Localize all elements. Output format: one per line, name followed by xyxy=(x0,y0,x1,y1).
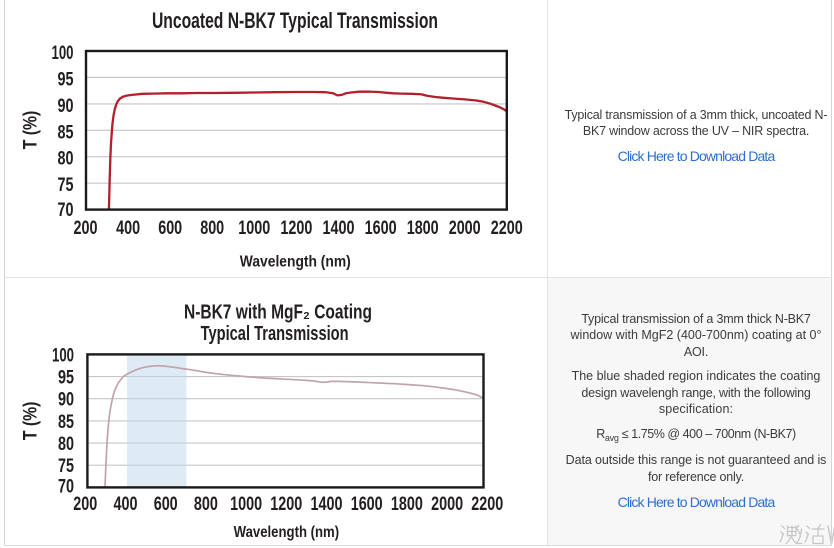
svg-text:Wavelength (nm): Wavelength (nm) xyxy=(234,524,340,541)
svg-text:600: 600 xyxy=(158,217,182,239)
svg-text:1800: 1800 xyxy=(407,217,439,239)
svg-text:1800: 1800 xyxy=(391,493,423,515)
svg-text:400: 400 xyxy=(116,217,140,239)
svg-text:95: 95 xyxy=(58,68,74,90)
svg-text:200: 200 xyxy=(74,217,98,239)
svg-text:70: 70 xyxy=(58,475,74,497)
svg-text:T (%): T (%) xyxy=(20,402,41,441)
svg-text:N-BK7 with MgF₂ Coating: N-BK7 with MgF₂ Coating xyxy=(184,301,372,323)
svg-text:800: 800 xyxy=(194,493,218,515)
svg-text:2000: 2000 xyxy=(431,493,463,515)
svg-text:T (%): T (%) xyxy=(20,111,41,150)
svg-text:1600: 1600 xyxy=(365,217,397,239)
svg-text:100: 100 xyxy=(52,42,74,64)
svg-text:1400: 1400 xyxy=(311,493,343,515)
svg-text:600: 600 xyxy=(154,493,178,515)
svg-text:Wavelength (nm): Wavelength (nm) xyxy=(240,254,351,271)
svg-text:2000: 2000 xyxy=(449,217,481,239)
svg-text:400: 400 xyxy=(114,493,138,515)
svg-text:Typical Transmission: Typical Transmission xyxy=(201,323,349,345)
svg-text:800: 800 xyxy=(200,217,224,239)
svg-text:75: 75 xyxy=(58,455,74,477)
svg-text:1400: 1400 xyxy=(323,217,355,239)
svg-text:100: 100 xyxy=(52,344,74,366)
svg-text:70: 70 xyxy=(58,199,74,221)
svg-text:90: 90 xyxy=(58,95,74,117)
svg-text:85: 85 xyxy=(58,121,74,143)
svg-text:75: 75 xyxy=(58,174,74,196)
svg-text:2200: 2200 xyxy=(471,493,503,515)
svg-text:1200: 1200 xyxy=(280,217,312,239)
svg-text:1000: 1000 xyxy=(238,217,270,239)
svg-text:1000: 1000 xyxy=(230,493,262,515)
svg-text:80: 80 xyxy=(58,433,74,455)
svg-text:2200: 2200 xyxy=(491,217,523,239)
svg-text:Uncoated N-BK7 Typical Transmi: Uncoated N-BK7 Typical Transmission xyxy=(152,8,438,33)
svg-text:200: 200 xyxy=(73,493,97,515)
svg-text:90: 90 xyxy=(58,389,74,411)
svg-text:95: 95 xyxy=(58,367,74,389)
svg-text:80: 80 xyxy=(58,148,74,170)
svg-text:1200: 1200 xyxy=(270,493,302,515)
svg-text:1600: 1600 xyxy=(351,493,383,515)
svg-text:85: 85 xyxy=(58,411,74,433)
